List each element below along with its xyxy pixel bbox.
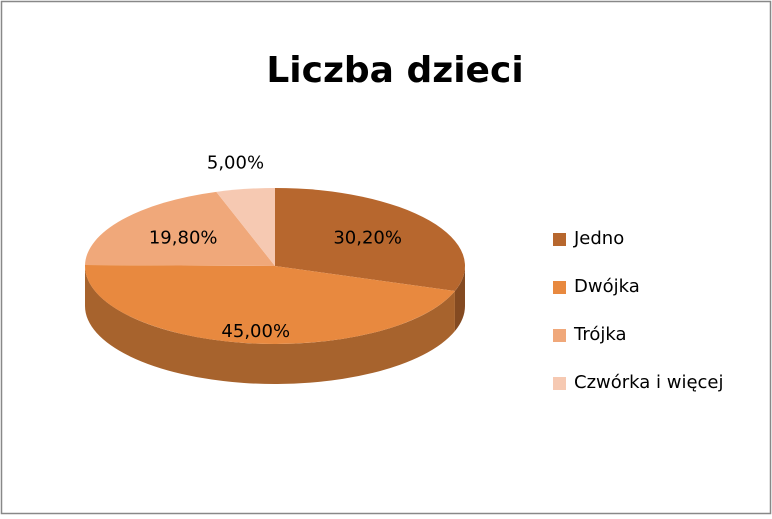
- legend-label: Trójka: [573, 324, 627, 345]
- legend-label: Dwójka: [574, 276, 640, 297]
- data-label: 30,20%: [333, 228, 402, 249]
- pie-slice: [85, 191, 275, 266]
- data-label: 5,00%: [207, 153, 264, 174]
- pie-side: [454, 266, 465, 332]
- pie-slice: [84, 265, 455, 344]
- legend-label: Jedno: [573, 228, 624, 249]
- data-label: 19,80%: [149, 227, 218, 248]
- data-label: 45,00%: [221, 321, 290, 342]
- legend-swatch: [553, 233, 566, 246]
- chart-title: Liczba dzieci: [266, 50, 523, 91]
- pie-slice: [275, 188, 465, 292]
- legend-swatch: [553, 281, 566, 294]
- legend-label: Czwórka i więcej: [574, 372, 724, 393]
- pie-slice: [216, 188, 275, 266]
- legend-swatch: [553, 377, 566, 390]
- legend-swatch: [553, 329, 566, 342]
- pie-side: [85, 266, 455, 385]
